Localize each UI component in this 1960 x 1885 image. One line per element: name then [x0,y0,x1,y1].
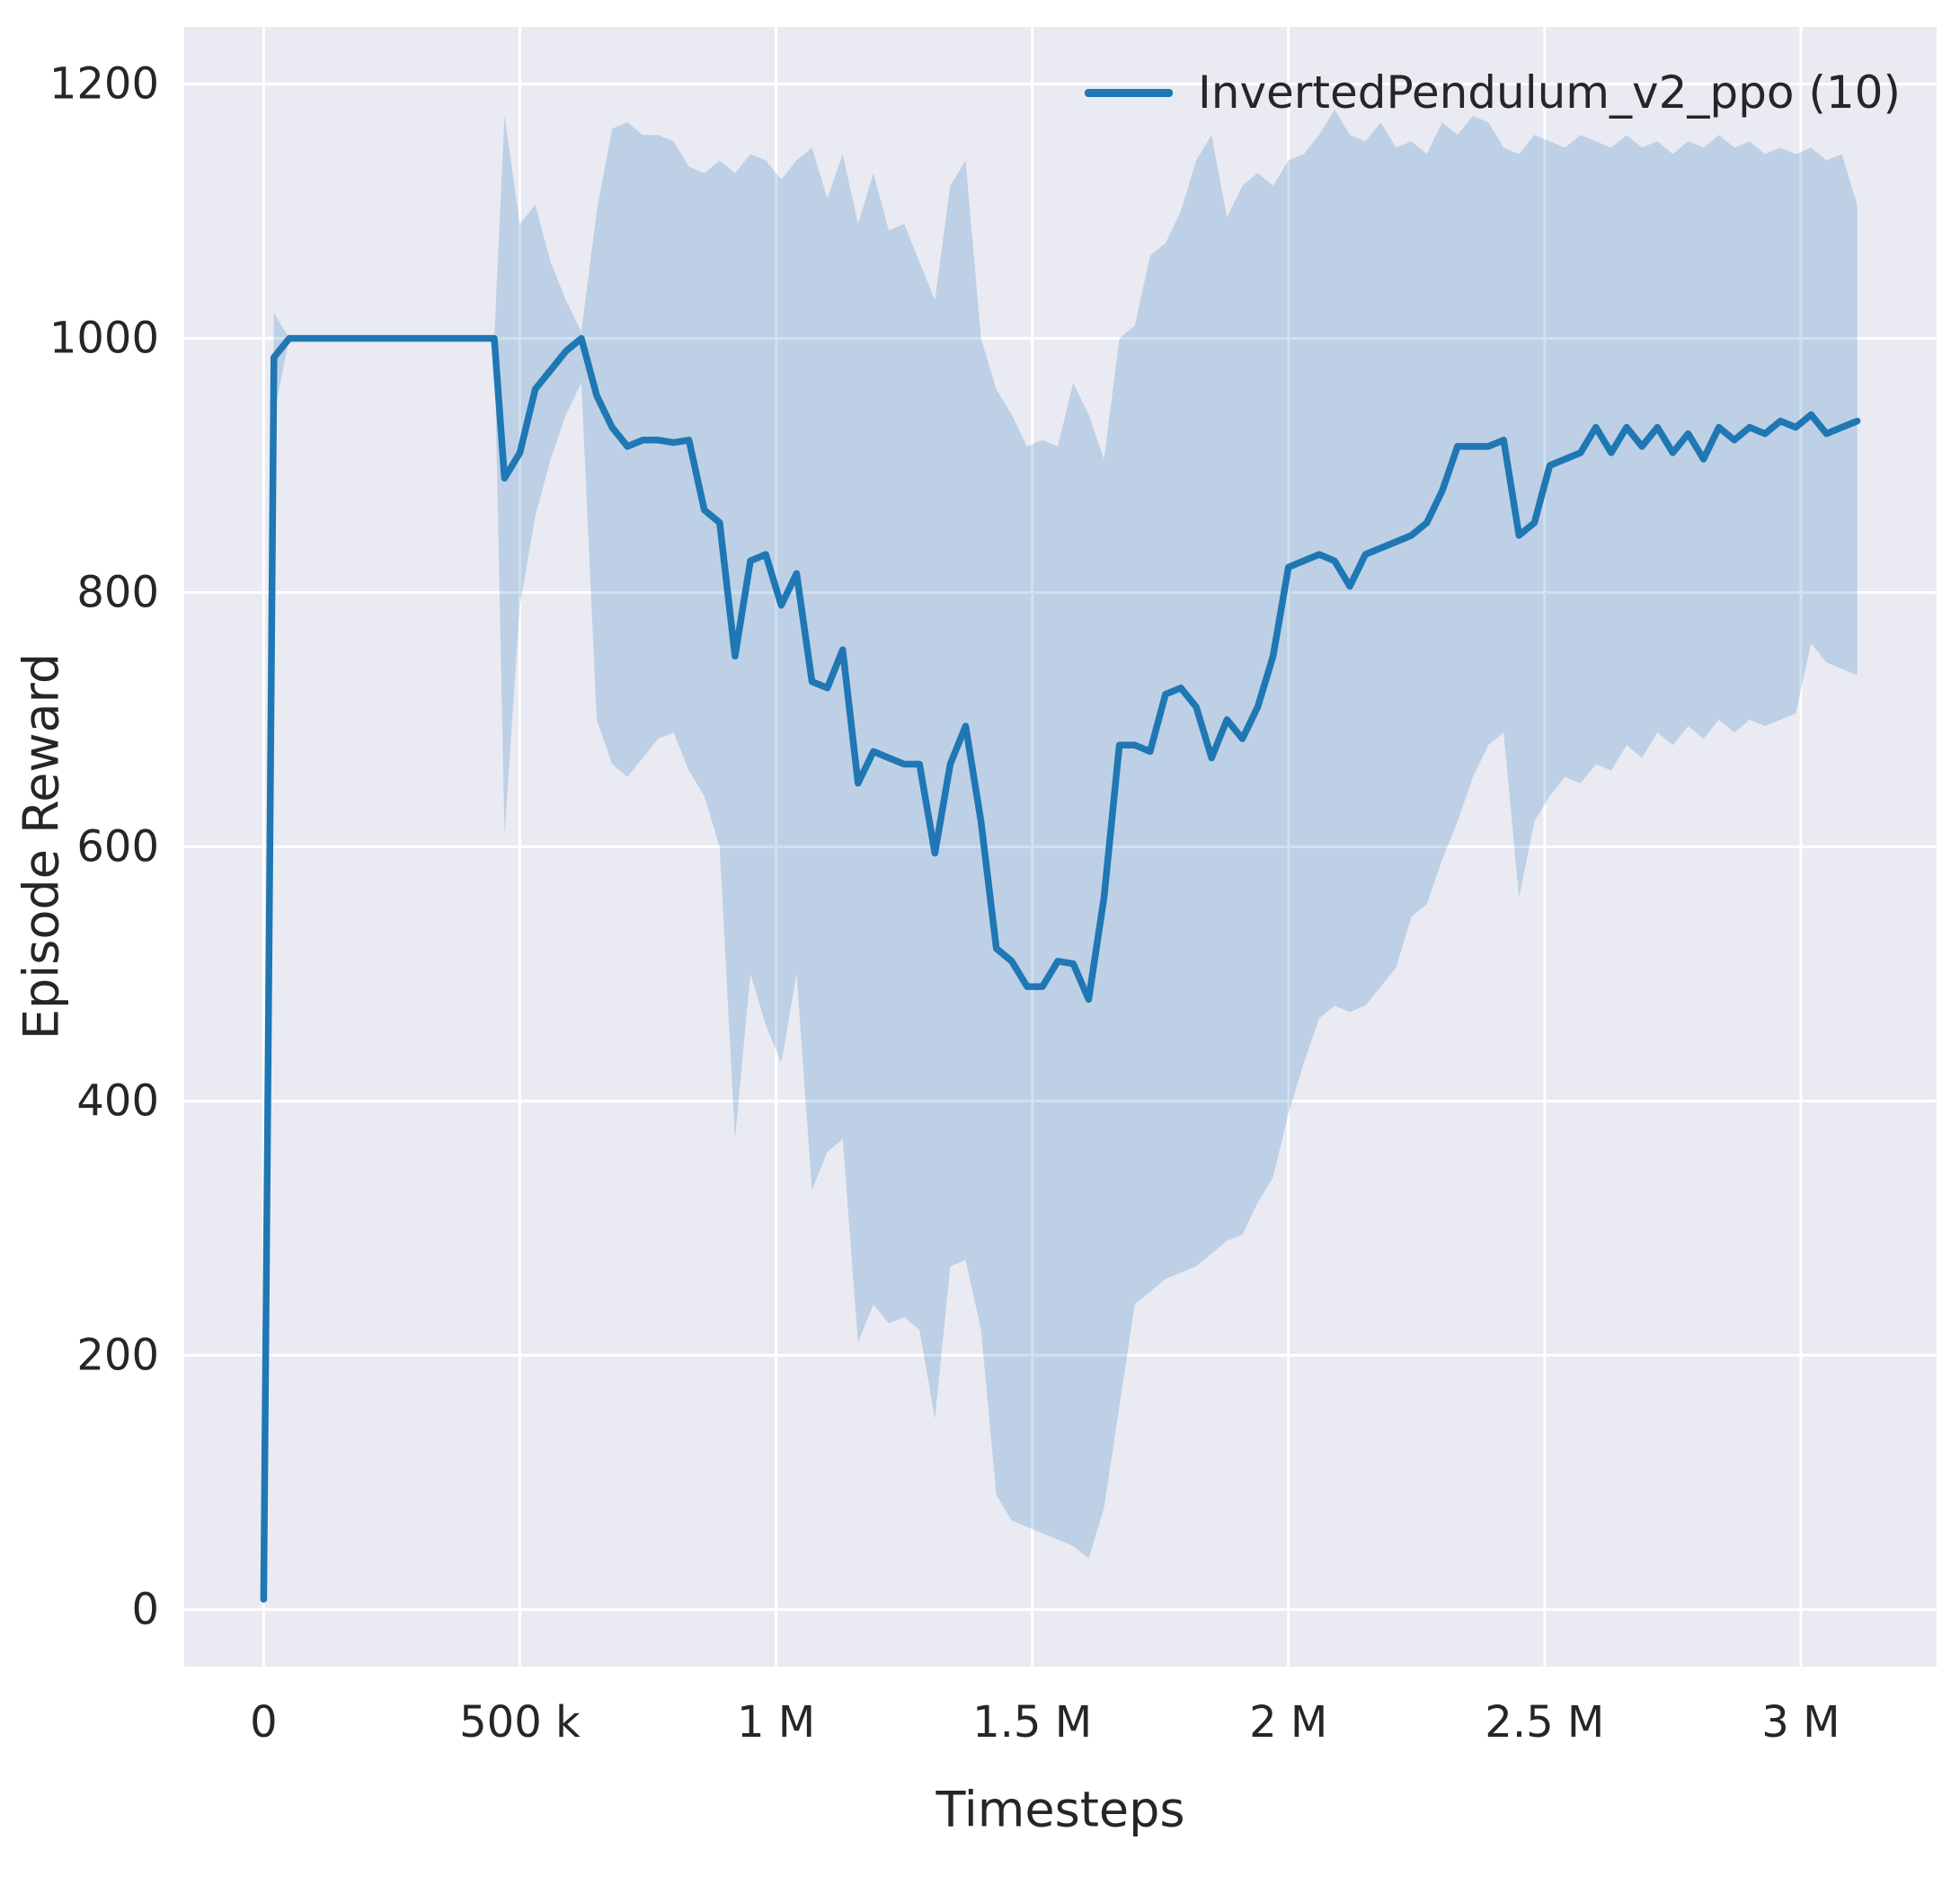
y-tick-label: 800 [76,568,159,618]
legend-label: InvertedPendulum_v2_ppo (10) [1198,66,1901,119]
confidence-band [263,110,1858,1599]
legend: InvertedPendulum_v2_ppo (10) [1085,66,1901,119]
x-tick-label: 1.5 M [972,1697,1092,1748]
x-tick-label: 0 [250,1697,278,1748]
y-tick-label: 1200 [49,59,159,110]
mean-line [260,334,1861,1603]
x-tick-label: 3 M [1761,1697,1840,1748]
x-tick-label: 1 M [737,1697,815,1748]
x-tick-label: 2.5 M [1485,1697,1604,1748]
y-tick-label: 600 [76,822,159,872]
x-tick-label: 2 M [1249,1697,1327,1748]
y-tick-label: 400 [76,1075,159,1126]
legend-line-swatch [1085,88,1174,97]
y-tick-label: 200 [76,1330,159,1380]
y-tick-label: 1000 [49,314,159,364]
x-axis-label: Timesteps [936,1781,1185,1838]
y-axis-label: Episode Reward [13,652,70,1040]
x-tick-label: 500 k [459,1697,581,1748]
y-tick-label: 0 [131,1584,159,1634]
